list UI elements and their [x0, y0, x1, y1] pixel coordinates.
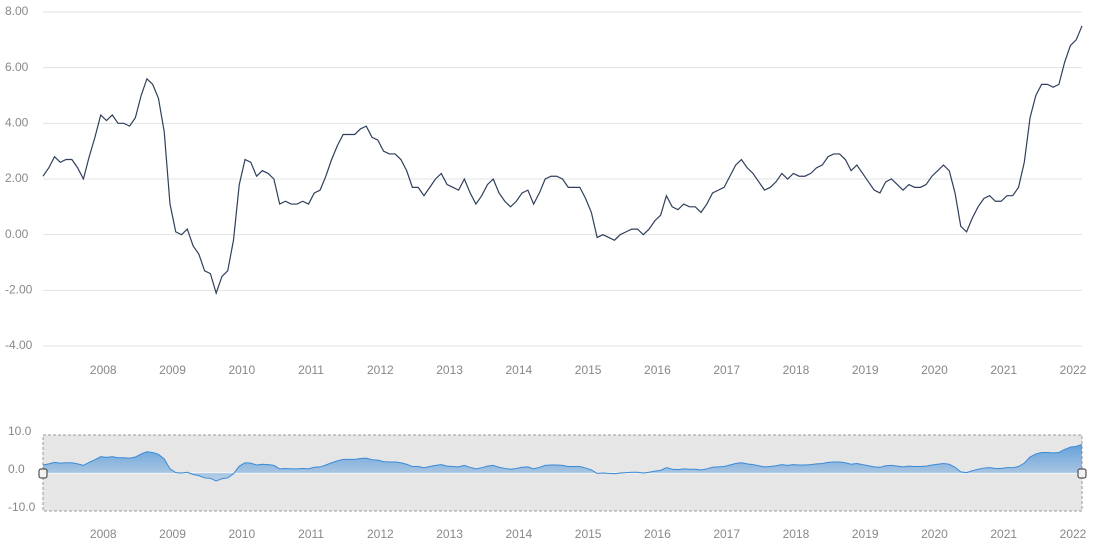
y-tick-label: -4.00	[5, 338, 33, 352]
navigator-x-label: 2017	[713, 527, 740, 541]
x-tick-label: 2016	[644, 363, 671, 377]
x-tick-label: 2013	[436, 363, 463, 377]
x-tick-label: 2015	[575, 363, 602, 377]
y-tick-label: 4.00	[5, 116, 29, 130]
navigator-x-label: 2008	[90, 527, 117, 541]
y-tick-label: 6.00	[5, 60, 29, 74]
x-tick-label: 2008	[90, 363, 117, 377]
y-tick-label: 2.00	[5, 171, 29, 185]
navigator-x-label: 2014	[506, 527, 533, 541]
navigator-x-label: 2021	[990, 527, 1017, 541]
data-line	[42, 25, 1083, 296]
x-tick-label: 2022	[1060, 363, 1087, 377]
navigator-x-label: 2022	[1060, 527, 1087, 541]
x-tick-label: 2018	[783, 363, 810, 377]
navigator-y-label: 10.0	[8, 424, 32, 438]
navigator-x-label: 2020	[921, 527, 948, 541]
x-tick-label: 2009	[159, 363, 186, 377]
x-tick-label: 2021	[990, 363, 1017, 377]
navigator-x-label: 2015	[575, 527, 602, 541]
y-tick-label: 0.00	[5, 227, 29, 241]
navigator-y-label: 0.0	[8, 462, 25, 476]
navigator-x-label: 2016	[644, 527, 671, 541]
navigator-line	[42, 444, 1083, 482]
navigator-x-label: 2009	[159, 527, 186, 541]
x-tick-label: 2012	[367, 363, 394, 377]
navigator-x-label: 2018	[783, 527, 810, 541]
navigator-x-label: 2013	[436, 527, 463, 541]
navigator-area	[43, 444, 1082, 481]
navigator-handle[interactable]	[38, 468, 48, 479]
x-tick-label: 2020	[921, 363, 948, 377]
x-tick-label: 2019	[852, 363, 879, 377]
navigator-y-label: -10.0	[8, 500, 36, 514]
x-tick-label: 2014	[506, 363, 533, 377]
x-tick-label: 2010	[228, 363, 255, 377]
y-tick-label: -2.00	[5, 283, 33, 297]
navigator-x-label: 2019	[852, 527, 879, 541]
x-tick-label: 2011	[298, 363, 324, 377]
navigator-x-label: 2011	[298, 527, 324, 541]
navigator-handle[interactable]	[1077, 468, 1087, 479]
navigator-x-label: 2010	[228, 527, 255, 541]
navigator-x-label: 2012	[367, 527, 394, 541]
x-tick-label: 2017	[713, 363, 740, 377]
y-tick-label: 8.00	[5, 4, 29, 18]
